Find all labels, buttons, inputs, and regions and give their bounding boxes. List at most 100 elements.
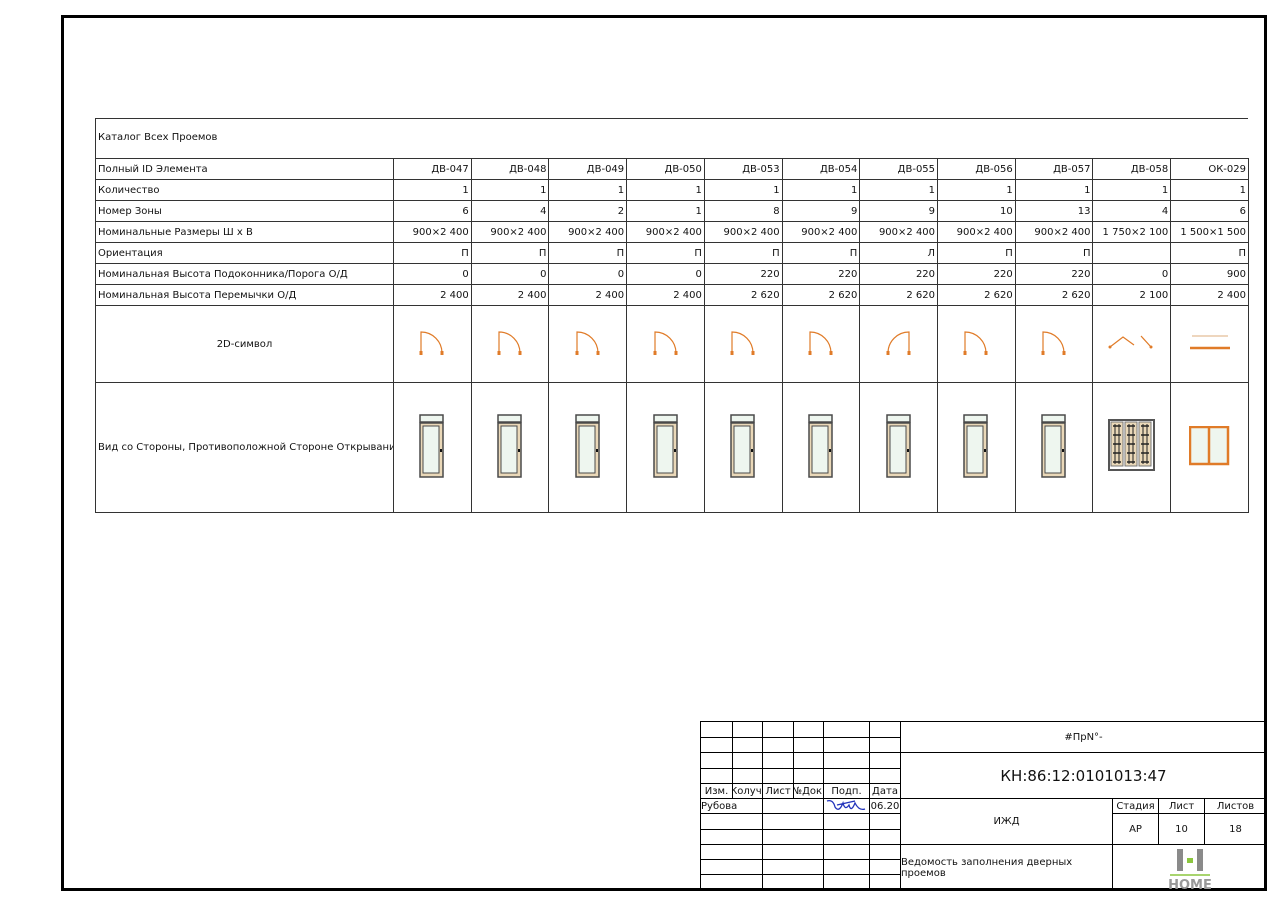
revision-cell — [793, 768, 824, 784]
cell: 900×2 400 — [781, 221, 861, 243]
cell: 4 — [1092, 200, 1172, 222]
signature-cell — [762, 829, 824, 845]
title-block: Изм.Колуч.Лист№Док.Подп.ДатаРубова06.20#… — [700, 721, 1267, 891]
single-door-elevation-icon — [548, 382, 628, 513]
revision-cell — [869, 737, 901, 753]
single-door-elevation-icon — [626, 382, 705, 513]
cell: П — [470, 242, 550, 264]
table-row: Ориентация П П П П П П Л П П П — [95, 242, 1249, 264]
single-door-elevation-icon — [859, 382, 939, 513]
revision-cell — [762, 737, 794, 753]
catalog-table: Полный ID Элемента ДВ-047 ДВ-048 ДВ-049 ДВ-0… — [95, 158, 1249, 513]
signature-icon — [823, 798, 870, 814]
cell: ДВ-049 — [548, 158, 628, 180]
single-door-elevation-icon — [470, 382, 550, 513]
cell: 6 — [393, 200, 472, 222]
cell: 1 — [393, 179, 472, 201]
cell: 6 — [1170, 200, 1249, 222]
cell: 900×2 400 — [859, 221, 939, 243]
triple-glazed-door-elevation-icon — [1092, 382, 1172, 513]
signature-cell — [869, 874, 901, 891]
cell: 0 — [470, 263, 550, 285]
cell: П — [703, 242, 783, 264]
cell: П — [781, 242, 861, 264]
svg-text:HOME: HOME — [1168, 878, 1212, 890]
cell — [1092, 242, 1172, 264]
table-row: Количество 1 1 1 1 1 1 1 1 1 1 1 — [95, 179, 1249, 201]
single-door-elevation-icon — [1014, 382, 1094, 513]
cell: 2 100 — [1092, 284, 1172, 306]
signature-cell — [762, 798, 824, 814]
table-row: Номинальные Размеры Ш x В 900×2 400 900×2 … — [95, 221, 1249, 243]
sheet-label: Лист — [1158, 798, 1205, 814]
cell: 1 — [626, 179, 705, 201]
signature-cell — [762, 859, 824, 875]
column-header: Изм. — [700, 783, 733, 799]
sheets-label: Листов — [1204, 798, 1267, 814]
cell: 1 — [1014, 179, 1094, 201]
door-swing-right-symbol-icon — [470, 305, 550, 383]
cell: 900×2 400 — [1014, 221, 1094, 243]
cell: 0 — [393, 263, 472, 285]
column-header: Лист — [762, 783, 794, 799]
double-window-elevation-icon — [1170, 382, 1249, 513]
revision-cell — [732, 752, 763, 769]
openings-catalog: Каталог Всех Проемов Полный ID Элемента Д… — [95, 118, 1249, 513]
signature-cell — [700, 844, 763, 860]
row-label: Полный ID Элемента — [95, 158, 394, 180]
cell: ДВ-057 — [1014, 158, 1094, 180]
cell: 1 — [1092, 179, 1172, 201]
revision-cell — [762, 752, 794, 769]
signature-cell — [869, 813, 901, 830]
cell: 1 — [1170, 179, 1249, 201]
cell: 2 620 — [859, 284, 939, 306]
stage-value: АР — [1112, 813, 1159, 845]
revision-cell — [762, 721, 794, 738]
cell: 9 — [781, 200, 861, 222]
revision-cell — [732, 721, 763, 738]
cell: П — [1170, 242, 1249, 264]
cell: 2 620 — [703, 284, 783, 306]
single-door-elevation-icon — [393, 382, 472, 513]
cell: 1 — [548, 179, 628, 201]
cell: 2 400 — [1170, 284, 1249, 306]
catalog-title: Каталог Всех Проемов — [95, 118, 1248, 158]
cell: 2 — [548, 200, 628, 222]
window-symbol-icon — [1170, 305, 1249, 383]
cell: 2 620 — [781, 284, 861, 306]
revision-cell — [869, 721, 901, 738]
cell: 2 400 — [548, 284, 628, 306]
signature-cell — [700, 874, 763, 891]
cell: 4 — [470, 200, 550, 222]
signature-cell — [823, 859, 870, 875]
cell: 2 400 — [470, 284, 550, 306]
cell: 0 — [1092, 263, 1172, 285]
signature-cell — [700, 829, 763, 845]
cell: 900×2 400 — [703, 221, 783, 243]
cell: 1 500×1 500 — [1170, 221, 1249, 243]
cell: 900×2 400 — [470, 221, 550, 243]
date: 06.20 — [869, 798, 901, 814]
signature-cell — [823, 874, 870, 891]
cell: ДВ-058 — [1092, 158, 1172, 180]
door-swing-right-symbol-icon — [703, 305, 783, 383]
revision-cell — [700, 721, 733, 738]
cell: 10 — [937, 200, 1016, 222]
column-header: Подп. — [823, 783, 870, 799]
revision-cell — [823, 737, 870, 753]
stage-label: Стадия — [1112, 798, 1159, 814]
single-door-elevation-icon — [937, 382, 1016, 513]
row-label: Номинальные Размеры Ш x В — [95, 221, 394, 243]
revision-cell — [700, 752, 733, 769]
cell: 1 750×2 100 — [1092, 221, 1172, 243]
cell: 900 — [1170, 263, 1249, 285]
row-label: Количество — [95, 179, 394, 201]
cell: 1 — [703, 179, 783, 201]
cell: 0 — [626, 263, 705, 285]
cell: 900×2 400 — [626, 221, 705, 243]
cell: ДВ-056 — [937, 158, 1016, 180]
cell: П — [393, 242, 472, 264]
cell: 13 — [1014, 200, 1094, 222]
door-swing-right-symbol-icon — [393, 305, 472, 383]
cell: 220 — [859, 263, 939, 285]
